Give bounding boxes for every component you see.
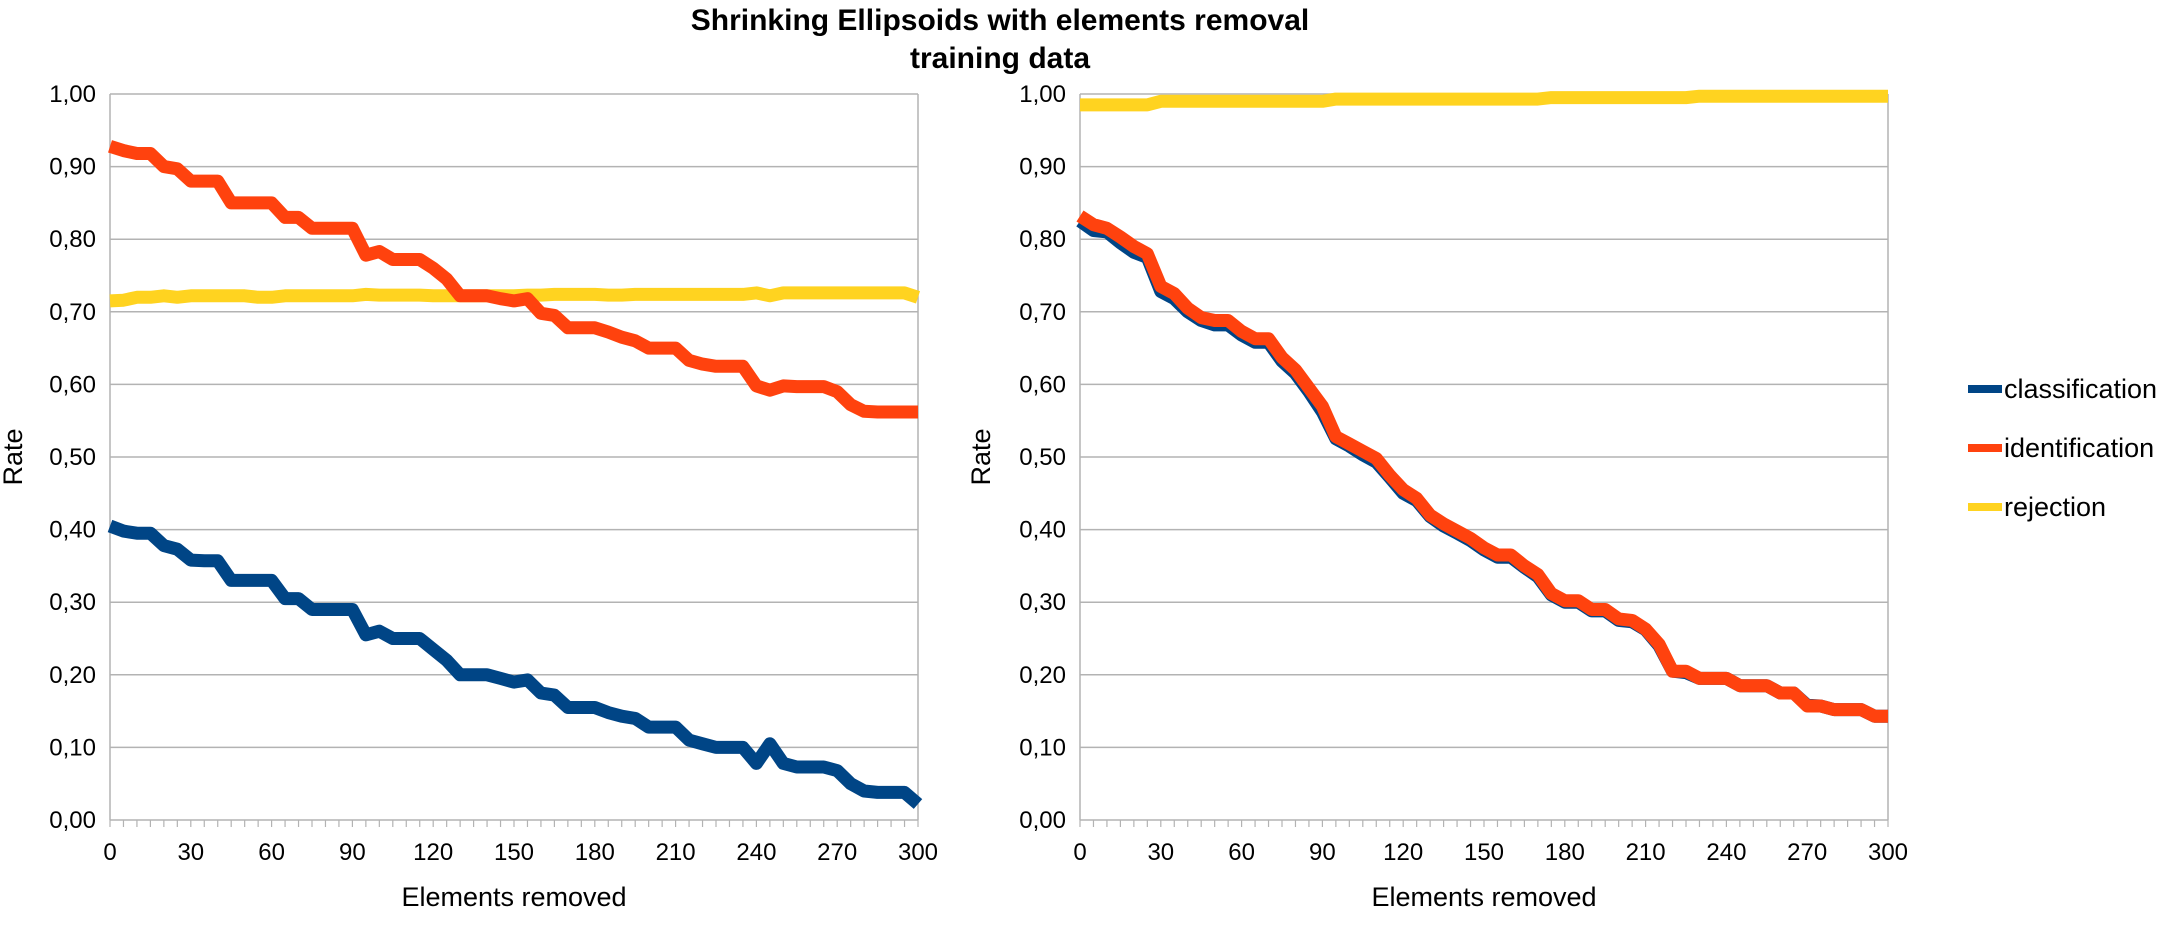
y-tick-label: 0,50 [1019,444,1066,471]
x-axis-title: Elements removed [401,882,626,912]
y-tick-label: 0,60 [49,371,96,398]
legend-label-classification: classification [2004,374,2157,404]
y-tick-label: 0,90 [1019,154,1066,181]
y-tick-label: 0,80 [1019,226,1066,253]
y-axis-title: Rate [0,428,28,485]
legend-label-identification: identification [2004,433,2154,463]
series-line-identification [1076,210,1888,723]
x-tick-label: 30 [177,839,204,866]
y-tick-label: 0,20 [49,662,96,689]
series-line-classification [107,519,923,809]
y-tick-label: 0,30 [49,589,96,616]
y-tick-label: 0,30 [1019,589,1066,616]
series-line-rejection [1080,89,1888,112]
x-tick-label: 270 [1787,839,1827,866]
y-tick-label: 0,70 [1019,299,1066,326]
y-tick-label: 0,70 [49,299,96,326]
y-tick-label: 0,40 [49,517,96,544]
x-tick-label: 210 [656,839,696,866]
x-tick-label: 60 [258,839,285,866]
y-tick-label: 0,60 [1019,371,1066,398]
x-tick-label: 240 [736,839,776,866]
x-tick-label: 210 [1626,839,1666,866]
legend-label-rejection: rejection [2004,492,2106,522]
series-line-identification [108,140,918,419]
right-chart-panel: 0,00 0,10 0,20 0,30 0,40 0,50 0,60 0,70 0,80 0,90… [966,81,1908,912]
y-tick-label: 0,00 [49,807,96,834]
left-chart-panel: 0,00 0,10 0,20 0,30 0,40 0,50 0,60 0,70 0,80 0,90… [0,81,938,912]
y-tick-label: 0,90 [49,154,96,181]
y-axis-title: Rate [966,428,996,485]
x-tick-label: 150 [494,839,534,866]
x-tick-label: 90 [339,839,366,866]
y-tick-label: 0,20 [1019,662,1066,689]
x-axis-title: Elements removed [1371,882,1596,912]
chart-legend: classification identification rejection [1968,374,2157,522]
y-tick-label: 0,00 [1019,807,1066,834]
x-tick-label: 120 [413,839,453,866]
x-tick-label: 0 [1073,839,1086,866]
chart-title-line-2: training data [910,42,1090,75]
x-tick-label: 120 [1383,839,1423,866]
x-tick-label: 300 [1868,839,1908,866]
y-tick-label: 0,10 [49,734,96,761]
y-tick-label: 0,40 [1019,517,1066,544]
x-tick-label: 0 [103,839,116,866]
y-tick-label: 0,80 [49,226,96,253]
x-tick-label: 240 [1706,839,1746,866]
chart-title-line-1: Shrinking Ellipsoids with elements remov… [691,4,1310,37]
x-tick-label: 270 [817,839,857,866]
y-tick-label: 0,10 [1019,734,1066,761]
x-tick-label: 300 [898,839,938,866]
x-tick-label: 150 [1464,839,1504,866]
y-tick-label: 1,00 [49,81,96,108]
y-tick-label: 1,00 [1019,81,1066,108]
x-tick-label: 60 [1228,839,1255,866]
x-tick-label: 30 [1147,839,1174,866]
x-tick-label: 90 [1309,839,1336,866]
x-tick-label: 180 [575,839,615,866]
y-tick-label: 0,50 [49,444,96,471]
x-tick-label: 180 [1545,839,1585,866]
